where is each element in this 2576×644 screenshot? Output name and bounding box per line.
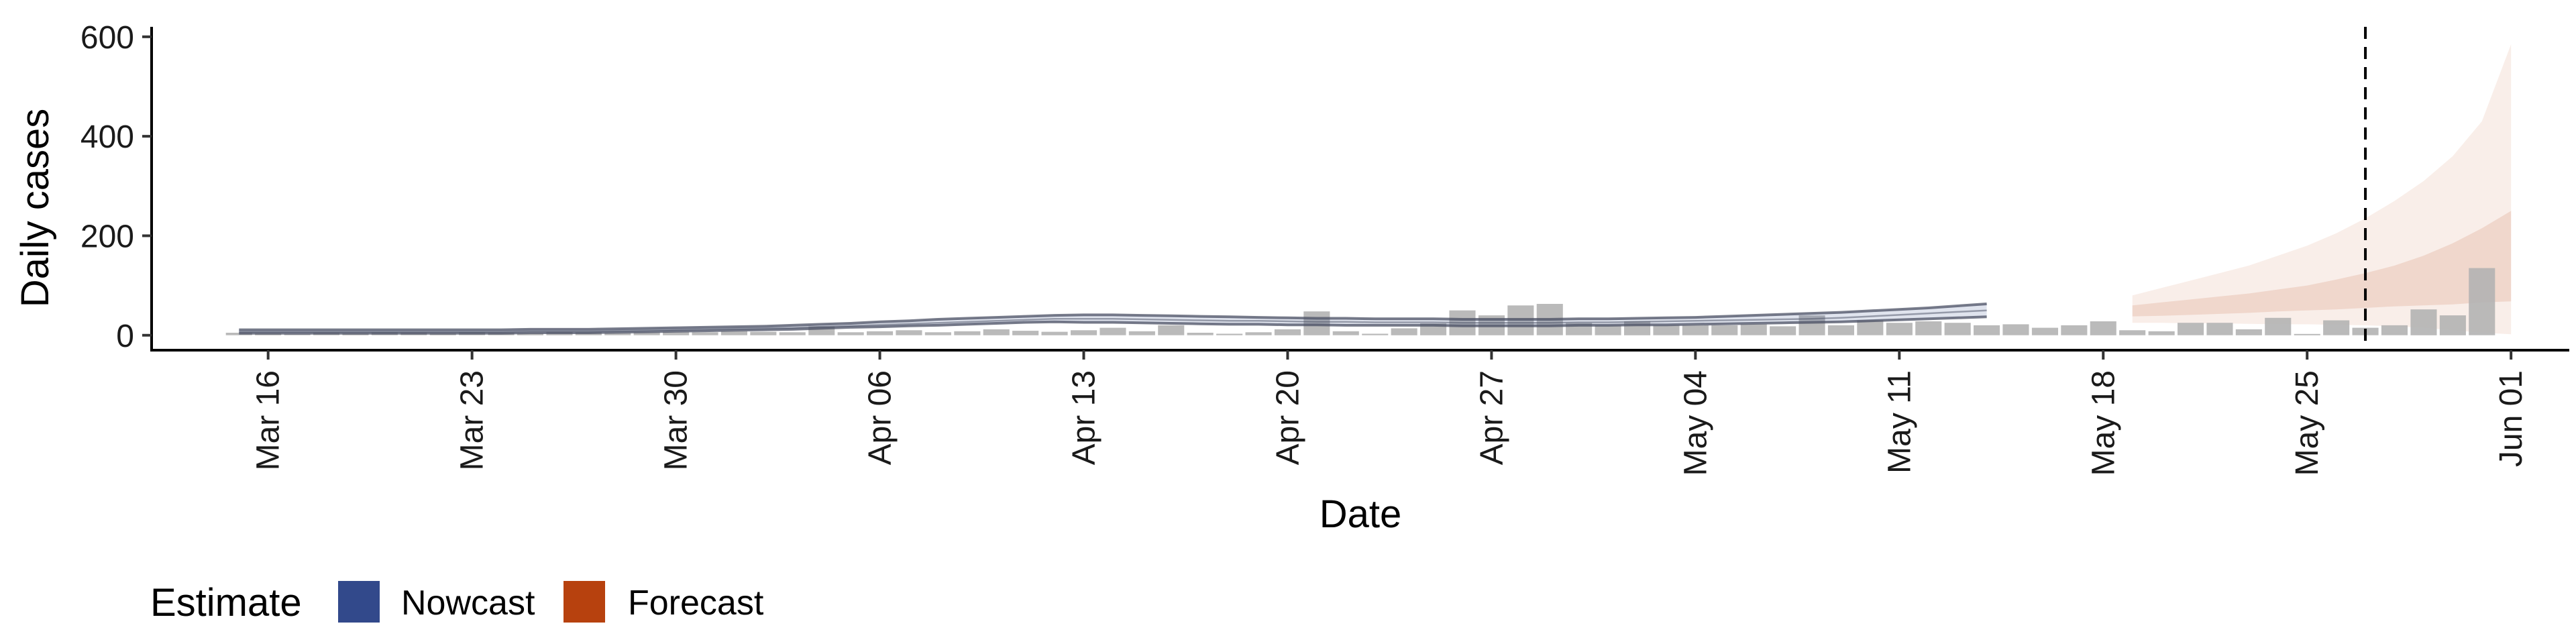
nowcast-upper-line	[239, 303, 1987, 331]
x-tick-label: Apr 27	[1474, 370, 1509, 465]
case-bar	[1740, 324, 1767, 335]
case-bar	[2148, 331, 2175, 335]
case-bar	[750, 331, 777, 335]
case-bar	[1595, 325, 1621, 335]
case-bar	[604, 333, 631, 335]
nowcast-lower-line	[239, 315, 1987, 335]
plot-area	[225, 27, 2512, 350]
case-bar	[1653, 325, 1680, 335]
legend-key-forecast	[564, 581, 605, 623]
y-ticks: 0 200 400 600	[80, 20, 152, 354]
y-tick-label: 0	[116, 319, 134, 354]
case-bar	[1128, 331, 1155, 335]
case-bar	[2061, 325, 2088, 335]
x-tick-label: Apr 20	[1270, 370, 1305, 465]
case-bar	[720, 331, 747, 335]
case-bar	[1711, 325, 1738, 335]
case-bar	[1041, 331, 1068, 335]
forecast-outer-band	[2132, 44, 2512, 335]
case-bar	[2469, 268, 2496, 335]
case-bar	[2439, 315, 2466, 335]
case-bar	[2119, 330, 2146, 335]
case-bar	[2090, 321, 2116, 335]
case-bar	[1245, 332, 1272, 335]
case-bar	[2265, 317, 2292, 335]
case-bar	[633, 332, 660, 335]
case-bar	[1974, 325, 2000, 335]
case-bar	[867, 331, 894, 335]
forecast-inner-band	[2132, 211, 2512, 317]
case-bar	[896, 330, 922, 335]
case-bar	[924, 332, 951, 335]
case-bar	[2002, 324, 2029, 335]
case-bar	[1886, 323, 1913, 335]
case-bar	[1827, 325, 1854, 335]
case-bar	[2235, 329, 2262, 335]
case-bar	[1303, 311, 1330, 335]
case-bar	[2178, 323, 2204, 335]
case-bar	[1216, 333, 1243, 335]
case-bar	[1770, 326, 1796, 335]
case-bar	[1012, 331, 1039, 335]
case-bar	[1391, 328, 1417, 335]
x-tick-label: Apr 06	[863, 370, 898, 465]
x-ticks: Mar 16 Mar 23 Mar 30 Apr 06 Apr 13 Apr 20 Apr …	[251, 350, 2529, 476]
legend-label-nowcast: Nowcast	[401, 584, 535, 623]
case-bar	[1857, 320, 1884, 335]
case-bar	[779, 332, 806, 335]
axes	[150, 27, 2569, 352]
x-tick-label: May 04	[1678, 370, 1713, 476]
case-bar	[2410, 309, 2437, 335]
y-tick-label: 600	[80, 20, 134, 56]
case-bar	[837, 332, 864, 335]
case-bar	[2206, 323, 2233, 335]
case-bar	[1158, 325, 1185, 335]
case-bar	[954, 331, 981, 335]
case-bar	[1915, 321, 1942, 335]
x-tick-label: Mar 23	[455, 370, 490, 470]
nowcast-median-line	[239, 309, 1987, 333]
case-bar	[2294, 333, 2320, 335]
x-tick-label: May 18	[2086, 370, 2121, 476]
legend: Estimate Nowcast Forecast	[150, 581, 764, 625]
case-bar	[983, 329, 1010, 335]
x-tick-label: Apr 13	[1067, 370, 1102, 465]
case-bar	[2381, 325, 2408, 335]
case-bar	[1071, 330, 1097, 335]
case-bar	[517, 333, 543, 335]
case-bar	[1944, 323, 1971, 335]
x-axis-title: Date	[1320, 492, 1402, 536]
x-tick-label: May 25	[2290, 370, 2325, 476]
case-bar	[1362, 333, 1389, 335]
x-tick-label: Mar 16	[251, 370, 286, 470]
legend-key-nowcast	[338, 581, 380, 623]
case-bar	[663, 331, 690, 335]
case-bar	[692, 332, 718, 335]
case-bar	[1682, 325, 1709, 335]
case-bar	[1274, 329, 1301, 335]
case-bar	[1187, 333, 1214, 335]
legend-label-forecast: Forecast	[628, 584, 764, 623]
case-bar	[2323, 320, 2350, 335]
x-tick-label: Jun 01	[2493, 370, 2529, 467]
y-tick-label: 400	[80, 119, 134, 155]
case-bar	[1332, 331, 1359, 335]
y-axis-title: Daily cases	[13, 109, 57, 308]
case-bar	[225, 333, 252, 335]
y-tick-label: 200	[80, 219, 134, 254]
case-bar	[2031, 327, 2058, 335]
x-tick-label: May 11	[1882, 370, 1917, 474]
x-tick-label: Mar 30	[659, 370, 694, 470]
case-bar	[1099, 327, 1126, 335]
legend-title: Estimate	[150, 581, 302, 625]
